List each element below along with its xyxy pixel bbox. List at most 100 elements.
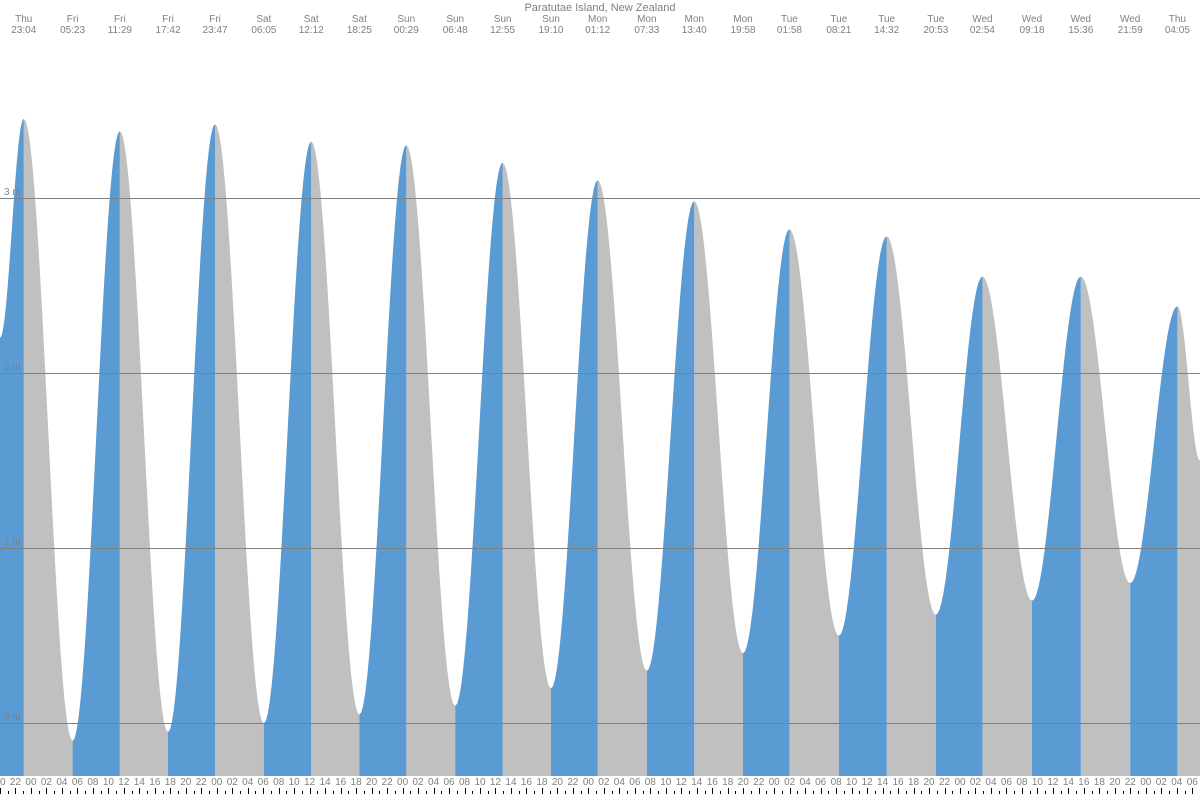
x-tick-major	[867, 788, 868, 794]
x-tick-major	[341, 788, 342, 794]
x-tick-minor	[1169, 791, 1170, 794]
x-tick-minor	[797, 791, 798, 794]
x-tick-label: 18	[165, 777, 176, 788]
x-tick-minor	[720, 791, 721, 794]
x-tick-minor	[457, 791, 458, 794]
x-tick-label: 14	[134, 777, 145, 788]
x-tick-major	[697, 788, 698, 794]
x-tick-minor	[364, 791, 365, 794]
x-tick-major	[821, 788, 822, 794]
x-tick-major	[93, 788, 94, 794]
x-tick-minor	[472, 791, 473, 794]
x-tick-label: 10	[660, 777, 671, 788]
x-tick-minor	[286, 791, 287, 794]
x-tick-minor	[302, 791, 303, 794]
x-tick-label: 20	[552, 777, 563, 788]
x-tick-minor	[875, 791, 876, 794]
x-tick-minor	[612, 791, 613, 794]
x-tick-label: 16	[149, 777, 160, 788]
x-tick-label: 04	[56, 777, 67, 788]
x-tick-label: 04	[614, 777, 625, 788]
x-tick-label: 12	[490, 777, 501, 788]
x-tick-label: 14	[505, 777, 516, 788]
x-tick-label: 14	[691, 777, 702, 788]
x-tick-major	[248, 788, 249, 794]
x-tick-minor	[194, 791, 195, 794]
x-tick-minor	[240, 791, 241, 794]
x-tick-label: 16	[893, 777, 904, 788]
x-tick-major	[604, 788, 605, 794]
x-tick-minor	[921, 791, 922, 794]
x-tick-minor	[132, 791, 133, 794]
x-tick-major	[294, 788, 295, 794]
x-tick-minor	[705, 791, 706, 794]
x-tick-label: 06	[258, 777, 269, 788]
x-tick-label: 12	[862, 777, 873, 788]
x-tick-label: 00	[583, 777, 594, 788]
x-tick-major	[526, 788, 527, 794]
x-tick-label: 06	[815, 777, 826, 788]
x-tick-major	[403, 788, 404, 794]
x-tick-major	[573, 788, 574, 794]
x-tick-minor	[255, 791, 256, 794]
x-tick-minor	[906, 791, 907, 794]
x-tick-minor	[488, 791, 489, 794]
x-tick-minor	[1030, 791, 1031, 794]
x-tick-major	[77, 788, 78, 794]
x-tick-minor	[426, 791, 427, 794]
gridline	[0, 548, 1200, 549]
x-tick-minor	[23, 791, 24, 794]
x-tick-label: 22	[1125, 777, 1136, 788]
x-tick-label: 10	[846, 777, 857, 788]
x-tick-label: 00	[954, 777, 965, 788]
x-tick-minor	[674, 791, 675, 794]
x-tick-minor	[596, 791, 597, 794]
x-tick-minor	[844, 791, 845, 794]
x-tick-label: 14	[320, 777, 331, 788]
x-tick-label: 04	[1171, 777, 1182, 788]
x-tick-label: 00	[397, 777, 408, 788]
x-tick-minor	[271, 791, 272, 794]
x-tick-label: 00	[769, 777, 780, 788]
x-tick-minor	[116, 791, 117, 794]
x-tick-label: 08	[273, 777, 284, 788]
x-tick-label: 02	[784, 777, 795, 788]
x-tick-label: 22	[567, 777, 578, 788]
x-tick-minor	[410, 791, 411, 794]
x-tick-minor	[766, 791, 767, 794]
x-tick-label: 08	[831, 777, 842, 788]
x-tick-label: 14	[877, 777, 888, 788]
x-tick-major	[588, 788, 589, 794]
x-tick-major	[960, 788, 961, 794]
x-tick-major	[852, 788, 853, 794]
x-tick-label: 10	[474, 777, 485, 788]
x-tick-major	[898, 788, 899, 794]
x-tick-label: 22	[382, 777, 393, 788]
x-tick-label: 12	[118, 777, 129, 788]
x-tick-minor	[581, 791, 582, 794]
x-tick-major	[975, 788, 976, 794]
x-tick-label: 06	[72, 777, 83, 788]
x-tick-minor	[813, 791, 814, 794]
x-tick-label: 16	[707, 777, 718, 788]
x-tick-minor	[534, 791, 535, 794]
x-tick-minor	[1014, 791, 1015, 794]
x-tick-minor	[209, 791, 210, 794]
x-tick-major	[387, 788, 388, 794]
x-tick-label: 02	[970, 777, 981, 788]
x-tick-label: 02	[41, 777, 52, 788]
x-tick-minor	[828, 791, 829, 794]
x-tick-minor	[8, 791, 9, 794]
x-tick-label: 16	[521, 777, 532, 788]
x-tick-major	[542, 788, 543, 794]
x-tick-major	[945, 788, 946, 794]
x-tick-major	[186, 788, 187, 794]
x-tick-label: 04	[428, 777, 439, 788]
x-tick-label: 12	[304, 777, 315, 788]
x-tick-minor	[317, 791, 318, 794]
x-tick-minor	[1092, 791, 1093, 794]
x-tick-major	[712, 788, 713, 794]
x-tick-minor	[85, 791, 86, 794]
x-tick-label: 08	[1016, 777, 1027, 788]
x-tick-major	[991, 788, 992, 794]
